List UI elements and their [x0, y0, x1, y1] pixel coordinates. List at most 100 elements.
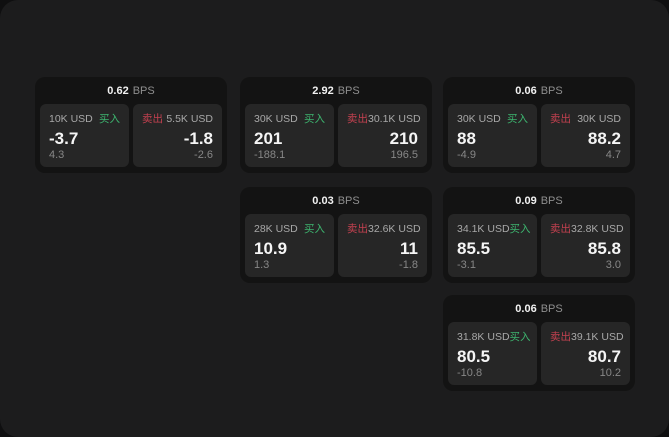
bps-value: 0.06 — [515, 84, 537, 97]
quote-card: 0.62 BPS 10K USD 买入 -3.7 4.3 卖出 5.5K USD… — [35, 77, 227, 173]
buy-delta: -10.8 — [457, 367, 483, 379]
buy-tile[interactable]: 30K USD 买入 88 -4.9 — [448, 104, 537, 167]
buy-tile-header: 31.8K USD 买入 — [457, 329, 531, 344]
buy-price: 85.5 — [457, 238, 491, 258]
sell-side-label: 卖出 — [550, 331, 571, 343]
quote-card: 0.03 BPS 28K USD 买入 10.9 1.3 卖出 32.6K US… — [240, 187, 432, 283]
sell-delta: -1.8 — [399, 259, 418, 271]
card-body: 31.8K USD 买入 80.5 -10.8 卖出 39.1K USD 80.… — [448, 322, 630, 385]
sell-side-label: 卖出 — [550, 113, 571, 125]
buy-amount: 34.1K USD — [457, 223, 510, 235]
sell-tile-header: 卖出 32.8K USD — [550, 221, 624, 236]
sell-amount: 32.6K USD — [368, 223, 421, 235]
sell-amount: 5.5K USD — [166, 113, 213, 125]
buy-tile[interactable]: 30K USD 买入 201 -188.1 — [245, 104, 334, 167]
sell-side-label: 卖出 — [347, 113, 368, 125]
bps-value: 0.62 — [107, 84, 129, 97]
buy-side-label: 买入 — [304, 113, 325, 125]
buy-tile-header: 10K USD 买入 — [49, 111, 120, 126]
sell-price: 88.2 — [587, 128, 621, 148]
sell-price: 80.7 — [587, 346, 621, 366]
bps-unit-label: BPS — [337, 84, 360, 97]
buy-price: 88 — [457, 128, 476, 148]
buy-delta: -3.1 — [457, 259, 476, 271]
buy-tile[interactable]: 31.8K USD 买入 80.5 -10.8 — [448, 322, 537, 385]
sell-tile[interactable]: 卖出 39.1K USD 80.7 10.2 — [541, 322, 630, 385]
sell-delta: 10.2 — [599, 367, 621, 379]
card-body: 30K USD 买入 88 -4.9 卖出 30K USD 88.2 4.7 — [448, 104, 630, 167]
quote-card: 0.06 BPS 31.8K USD 买入 80.5 -10.8 卖出 39.1… — [443, 295, 635, 391]
card-header: 0.62 BPS — [40, 77, 222, 104]
sell-price: 210 — [389, 128, 418, 148]
bps-value: 0.06 — [515, 302, 537, 315]
sell-tile[interactable]: 卖出 32.8K USD 85.8 3.0 — [541, 214, 630, 277]
bps-value: 0.09 — [515, 194, 537, 207]
bps-value: 0.03 — [312, 194, 334, 207]
sell-amount: 32.8K USD — [571, 223, 624, 235]
sell-tile-header: 卖出 32.6K USD — [347, 221, 421, 236]
sell-delta: 3.0 — [605, 259, 621, 271]
buy-tile-header: 30K USD 买入 — [457, 111, 528, 126]
buy-tile[interactable]: 28K USD 买入 10.9 1.3 — [245, 214, 334, 277]
buy-amount: 30K USD — [457, 113, 501, 125]
buy-delta: 4.3 — [49, 149, 65, 161]
card-header: 0.03 BPS — [245, 187, 427, 214]
sell-amount: 30K USD — [577, 113, 621, 125]
buy-delta: -188.1 — [254, 149, 286, 161]
sell-amount: 30.1K USD — [368, 113, 421, 125]
sell-side-label: 卖出 — [347, 223, 368, 235]
sell-side-label: 卖出 — [550, 223, 571, 235]
buy-side-label: 买入 — [304, 223, 325, 235]
sell-amount: 39.1K USD — [571, 331, 624, 343]
sell-delta: 4.7 — [605, 149, 621, 161]
bps-unit-label: BPS — [540, 194, 563, 207]
buy-price: 10.9 — [254, 238, 288, 258]
card-body: 10K USD 买入 -3.7 4.3 卖出 5.5K USD -1.8 -2.… — [40, 104, 222, 167]
bps-unit-label: BPS — [540, 302, 563, 315]
sell-tile-header: 卖出 39.1K USD — [550, 329, 624, 344]
sell-tile[interactable]: 卖出 32.6K USD 11 -1.8 — [338, 214, 427, 277]
buy-tile[interactable]: 10K USD 买入 -3.7 4.3 — [40, 104, 129, 167]
buy-side-label: 买入 — [99, 113, 120, 125]
sell-side-label: 卖出 — [142, 113, 163, 125]
buy-amount: 10K USD — [49, 113, 93, 125]
sell-tile[interactable]: 卖出 30K USD 88.2 4.7 — [541, 104, 630, 167]
card-body: 30K USD 买入 201 -188.1 卖出 30.1K USD 210 1… — [245, 104, 427, 167]
bps-unit-label: BPS — [337, 194, 360, 207]
buy-price: 80.5 — [457, 346, 491, 366]
buy-price: 201 — [254, 128, 283, 148]
buy-delta: 1.3 — [254, 259, 270, 271]
sell-price: 85.8 — [587, 238, 621, 258]
sell-price: 11 — [400, 238, 418, 258]
sell-tile-header: 卖出 30K USD — [550, 111, 621, 126]
quote-card: 0.06 BPS 30K USD 买入 88 -4.9 卖出 30K USD 8… — [443, 77, 635, 173]
quote-card: 2.92 BPS 30K USD 买入 201 -188.1 卖出 30.1K … — [240, 77, 432, 173]
sell-price: -1.8 — [183, 128, 213, 148]
sell-tile[interactable]: 卖出 30.1K USD 210 196.5 — [338, 104, 427, 167]
card-body: 28K USD 买入 10.9 1.3 卖出 32.6K USD 11 -1.8 — [245, 214, 427, 277]
buy-delta: -4.9 — [457, 149, 476, 161]
sell-delta: -2.6 — [194, 149, 213, 161]
sell-tile-header: 卖出 5.5K USD — [142, 111, 213, 126]
bps-value: 2.92 — [312, 84, 334, 97]
bps-unit-label: BPS — [540, 84, 563, 97]
sell-tile[interactable]: 卖出 5.5K USD -1.8 -2.6 — [133, 104, 222, 167]
card-header: 2.92 BPS — [245, 77, 427, 104]
card-header: 0.06 BPS — [448, 295, 630, 322]
buy-price: -3.7 — [49, 128, 79, 148]
sell-delta: 196.5 — [390, 149, 418, 161]
card-header: 0.09 BPS — [448, 187, 630, 214]
buy-tile-header: 34.1K USD 买入 — [457, 221, 531, 236]
bps-unit-label: BPS — [132, 84, 155, 97]
buy-amount: 30K USD — [254, 113, 298, 125]
buy-side-label: 买入 — [507, 113, 528, 125]
buy-amount: 31.8K USD — [457, 331, 510, 343]
buy-amount: 28K USD — [254, 223, 298, 235]
card-header: 0.06 BPS — [448, 77, 630, 104]
buy-tile[interactable]: 34.1K USD 买入 85.5 -3.1 — [448, 214, 537, 277]
sell-tile-header: 卖出 30.1K USD — [347, 111, 421, 126]
buy-tile-header: 30K USD 买入 — [254, 111, 325, 126]
card-body: 34.1K USD 买入 85.5 -3.1 卖出 32.8K USD 85.8… — [448, 214, 630, 277]
